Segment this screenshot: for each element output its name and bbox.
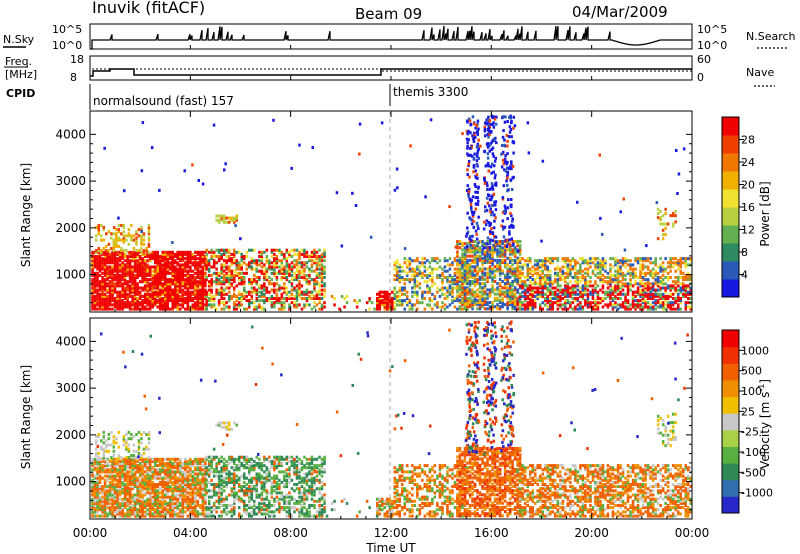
velocity-colorbar: 1000 500 100 25 -25 -100 -500 -1000 — [721, 329, 773, 514]
colorbar-tick-label: 25 — [741, 405, 755, 418]
ytick-label: 3000 — [55, 381, 86, 395]
xtick-label: 08:00 — [273, 526, 308, 540]
colorbar-tick-label: -1000 — [741, 487, 773, 500]
colorbar-tick-label: -100 — [741, 446, 766, 459]
colorbar-segment — [722, 171, 739, 190]
velocity-scatter — [91, 320, 692, 518]
nsearch-ytick-top: 10^5 — [697, 23, 727, 36]
colorbar-segment — [722, 330, 739, 348]
colorbar-segment — [722, 379, 739, 398]
colorbar-segment — [722, 135, 739, 154]
colorbar-segment — [722, 496, 739, 514]
colorbar-segment — [722, 463, 739, 481]
ytick-label: 4000 — [55, 334, 86, 348]
colorbar-segment — [722, 396, 739, 414]
velocity-yticks: 1000 2000 3000 4000 — [55, 334, 692, 520]
colorbar-segment — [722, 117, 739, 136]
colorbar-segment — [722, 261, 739, 280]
colorbar-tick-label: -25 — [741, 426, 759, 439]
colorbar-segment — [722, 207, 739, 226]
colorbar-tick-label: -500 — [741, 466, 766, 479]
xtick-label: 04:00 — [173, 526, 208, 540]
power-panel: 1000 2000 3000 4000 Slant Range [km] 28 24 20… — [19, 110, 772, 313]
nsky-ytick-bottom: 10^0 — [52, 39, 82, 52]
colorbar-segment — [722, 243, 739, 262]
date-title: 04/Mar/2009 — [572, 3, 668, 21]
ytick-label: 2000 — [55, 428, 86, 442]
colorbar-tick-label: 100 — [741, 385, 762, 398]
colorbar-tick-label: 28 — [741, 134, 755, 147]
nave-ytick-top: 60 — [697, 53, 711, 66]
colorbar-segment — [722, 279, 739, 298]
cpid-label: CPID — [6, 87, 35, 100]
xtick-label: 12:00 — [374, 526, 409, 540]
nsky-ytick-top: 10^5 — [52, 23, 82, 36]
colorbar-segment — [722, 429, 739, 447]
ytick-label: 1000 — [55, 475, 86, 489]
velocity-colorbar-label: Velocity [m s-1] — [757, 379, 772, 469]
freq-ytick-top: 18 — [70, 53, 84, 66]
power-colorbar: 28 24 20 16 12 8 4 — [721, 116, 755, 298]
velocity-ylabel: Slant Range [km] — [19, 365, 33, 469]
power-colorbar-label: Power [dB] — [758, 181, 772, 246]
xtick-label: 20:00 — [574, 526, 609, 540]
power-yticks: 1000 2000 3000 4000 — [55, 127, 692, 313]
colorbar-segment — [722, 479, 739, 497]
nsky-panel: N.Sky 10^5 10^0 10^5 10^0 N.Search — [3, 23, 796, 52]
cpid-mode-2: themis 3300 — [393, 85, 468, 99]
xtick-label: 00:00 — [73, 526, 108, 540]
ytick-label: 1000 — [55, 268, 86, 282]
nsky-line — [90, 25, 692, 50]
time-xticks: 00:00 04:00 08:00 12:00 16:00 20:00 00:00 — [73, 45, 710, 540]
colorbar-tick-label: 500 — [741, 365, 762, 378]
colorbar-segment — [722, 446, 739, 464]
freq-panel: Freq. [MHz] 18 8 60 0 Nave — [4, 53, 775, 87]
xtick-label: 00:00 — [675, 526, 710, 540]
freq-label-line1: Freq. — [5, 55, 32, 68]
colorbar-segment — [722, 153, 739, 172]
colorbar-segment — [722, 346, 739, 364]
colorbar-tick-label: 1000 — [741, 344, 769, 357]
nave-label: Nave — [746, 66, 774, 79]
colorbar-tick-label: 20 — [741, 179, 755, 192]
freq-label-line2: [MHz] — [5, 68, 37, 81]
ytick-label: 3000 — [55, 174, 86, 188]
power-ylabel: Slant Range [km] — [19, 163, 33, 267]
colorbar-segment — [722, 225, 739, 244]
colorbar-tick-label: 16 — [741, 201, 755, 214]
colorbar-tick-label: 4 — [741, 269, 748, 282]
nave-ytick-bottom: 0 — [697, 71, 704, 84]
beam-title: Beam 09 — [355, 5, 422, 23]
time-xlabel: Time UT — [365, 541, 416, 554]
freq-line — [90, 68, 692, 77]
power-scatter — [91, 114, 692, 311]
cpid-panel: CPID normalsound (fast) 157 themis 3300 — [6, 84, 468, 110]
nsearch-ytick-bottom: 10^0 — [697, 39, 727, 52]
nave-line — [92, 68, 692, 72]
ytick-label: 4000 — [55, 127, 86, 141]
nsearch-label: N.Search — [746, 30, 796, 43]
colorbar-segment — [722, 189, 739, 208]
ytick-label: 2000 — [55, 221, 86, 235]
colorbar-segment — [722, 413, 739, 431]
station-title: Inuvik (fitACF) — [92, 0, 205, 17]
colorbar-segment — [722, 363, 739, 381]
colorbar-tick-label: 12 — [741, 224, 755, 237]
colorbar-tick-label: 8 — [741, 246, 748, 259]
cpid-mode-1: normalsound (fast) 157 — [93, 94, 234, 108]
xtick-label: 16:00 — [474, 526, 509, 540]
colorbar-tick-label: 24 — [741, 156, 755, 169]
nsky-label: N.Sky — [3, 33, 35, 46]
freq-ytick-bottom: 8 — [70, 71, 77, 84]
